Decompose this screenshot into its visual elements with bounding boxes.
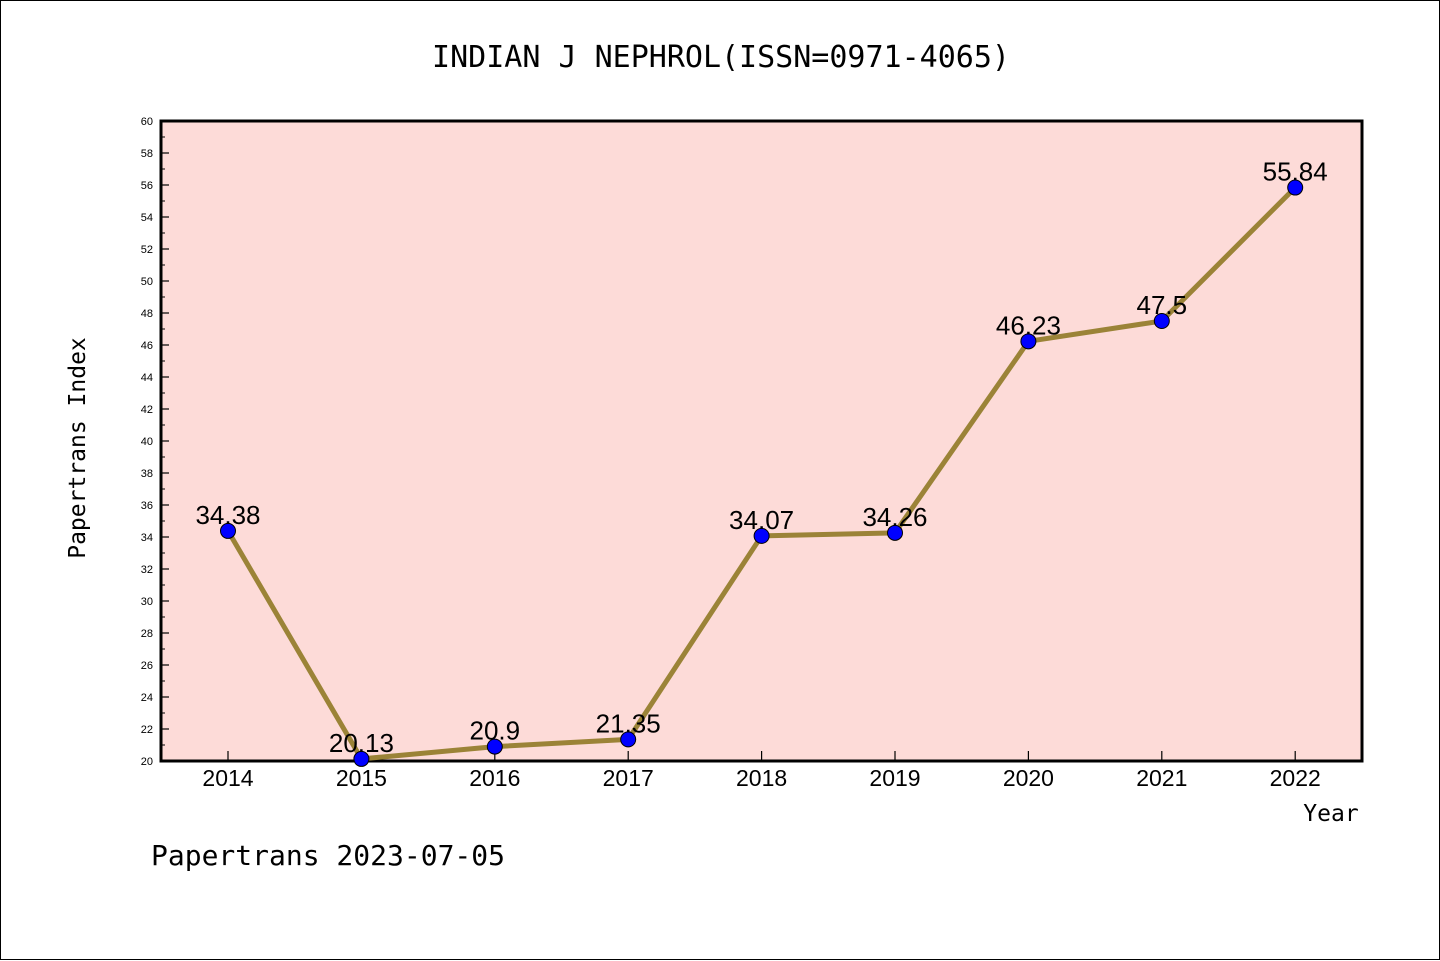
data-label: 46.23 xyxy=(996,310,1061,340)
x-tick-label: 2018 xyxy=(736,765,787,791)
y-tick-label: 50 xyxy=(141,276,153,288)
x-tick-label: 2022 xyxy=(1270,765,1321,791)
y-tick-label: 42 xyxy=(141,404,153,416)
y-tick-label: 56 xyxy=(141,180,153,192)
plot-area xyxy=(159,119,1364,763)
data-label: 20.9 xyxy=(469,716,520,746)
y-tick-label: 24 xyxy=(141,692,153,704)
data-label: 34.26 xyxy=(862,502,927,532)
data-markers xyxy=(220,179,1304,767)
x-tick-label: 2019 xyxy=(869,765,920,791)
chart-title: INDIAN J NEPHROL(ISSN=0971-4065) xyxy=(432,40,1010,75)
y-tick-label: 30 xyxy=(141,596,153,608)
data-label: 55.84 xyxy=(1263,157,1328,187)
y-tick-label: 58 xyxy=(141,148,153,160)
y-tick-label: 20 xyxy=(141,756,153,768)
y-tick-label: 46 xyxy=(141,340,153,352)
y-tick-label: 34 xyxy=(141,532,153,544)
x-tick-label: 2017 xyxy=(603,765,654,791)
data-label: 20.13 xyxy=(329,728,394,758)
footer-text: Papertrans 2023-07-05 xyxy=(151,839,505,872)
data-label: 34.38 xyxy=(195,500,260,530)
data-point xyxy=(353,750,370,767)
data-label: 47.5 xyxy=(1136,290,1187,320)
y-axis: 20 22 24 26 28 30 32 34 36 38 40 42 44 46 48 50 52 54 56 58… xyxy=(141,116,169,768)
y-tick-label: 48 xyxy=(141,308,153,320)
y-tick-label: 28 xyxy=(141,628,153,640)
data-point xyxy=(486,738,503,755)
x-tick-label: 2020 xyxy=(1003,765,1054,791)
x-tick-label: 2014 xyxy=(202,765,253,791)
data-point xyxy=(1153,313,1170,329)
x-tick-label: 2021 xyxy=(1136,765,1187,791)
y-tick-label: 32 xyxy=(141,564,153,576)
data-point xyxy=(753,527,770,544)
y-tick-label: 40 xyxy=(141,436,153,448)
y-tick-label: 22 xyxy=(141,724,153,736)
data-label: 21.35 xyxy=(596,708,661,738)
y-tick-label: 54 xyxy=(141,212,153,224)
y-tick-label: 52 xyxy=(141,244,153,256)
data-point xyxy=(1287,179,1304,196)
data-point xyxy=(887,524,903,541)
data-labels: 34.38 20.13 20.9 21.35 34.07 34.26 46.23 47.5 55… xyxy=(195,157,1327,758)
x-axis: 2014 2015 2016 2017 2018 2019 2020 2021 2022 xyxy=(202,751,1321,791)
y-tick-label: 44 xyxy=(141,372,153,384)
y-tick-label: 38 xyxy=(141,468,153,480)
y-tick-label: 60 xyxy=(141,116,153,128)
x-tick-label: 2015 xyxy=(336,765,387,791)
y-tick-label: 36 xyxy=(141,500,153,512)
x-axis-label: Year xyxy=(1303,801,1358,827)
y-axis-label: Papertrans Index xyxy=(65,337,91,559)
data-label: 34.07 xyxy=(729,505,794,535)
x-tick-label: 2016 xyxy=(469,765,520,791)
data-point xyxy=(220,522,236,539)
y-tick-label: 26 xyxy=(141,660,153,672)
data-point xyxy=(620,731,637,748)
data-point xyxy=(1020,333,1037,350)
